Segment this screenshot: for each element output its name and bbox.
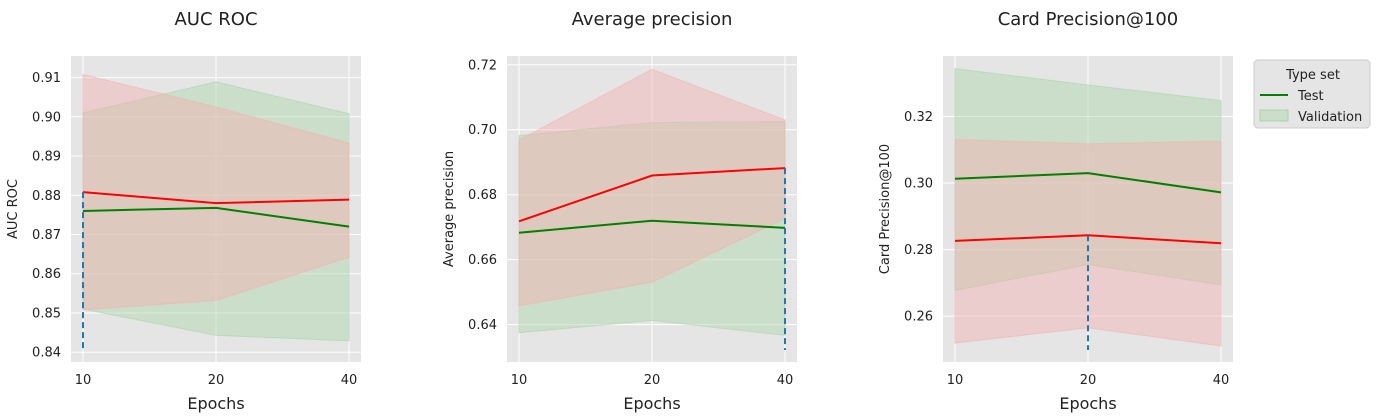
x-tick-label: 20 <box>208 373 225 388</box>
confidence-band-0 <box>518 121 786 336</box>
y-tick-label: 0.70 <box>468 123 497 138</box>
chart-auc-roc: 0.84 0.85 0.86 0.87 0.88 0.89 0.90 0.91 10 20 40 AU… <box>6 9 361 413</box>
x-tick-label: 40 <box>1213 373 1230 388</box>
x-axis-label: Epochs <box>187 394 244 413</box>
y-tick-label: 0.88 <box>32 189 61 204</box>
y-tick-label: 0.30 <box>904 177 933 192</box>
chart-card-precision: 0.26 0.28 0.30 0.32 10 20 40 Card Precision@100… <box>878 9 1233 413</box>
legend-test-label: Test <box>1297 89 1324 104</box>
chart-title: Average precision <box>572 9 733 30</box>
legend-validation-swatch <box>1259 109 1289 122</box>
x-tick-label: 20 <box>644 373 661 388</box>
x-tick-label: 20 <box>1080 373 1097 388</box>
confidence-band-1 <box>82 73 350 311</box>
y-tick-label: 0.68 <box>468 188 497 203</box>
chart-title: Card Precision@100 <box>998 9 1179 30</box>
legend-title: Type set <box>1285 68 1340 83</box>
y-axis-label: AUC ROC <box>6 179 21 239</box>
y-axis-label: Average precision <box>442 151 457 267</box>
y-tick-label: 0.64 <box>468 318 497 333</box>
y-tick-label: 0.28 <box>904 243 933 258</box>
y-tick-label: 0.85 <box>32 306 61 321</box>
y-tick-label: 0.66 <box>468 253 497 268</box>
confidence-band-1 <box>954 138 1222 347</box>
legend: Type set Test Validation <box>1253 59 1371 129</box>
chart-average-precision: 0.64 0.66 0.68 0.70 0.72 10 20 40 Average precis… <box>442 9 797 413</box>
y-tick-label: 0.32 <box>904 110 933 125</box>
x-tick-label: 10 <box>947 373 964 388</box>
legend-box <box>1253 59 1371 129</box>
x-tick-label: 10 <box>75 373 92 388</box>
x-axis-label: Epochs <box>623 394 680 413</box>
chart-title: AUC ROC <box>174 9 257 30</box>
y-tick-label: 0.87 <box>32 228 61 243</box>
x-axis-label: Epochs <box>1059 394 1116 413</box>
y-axis-label: Card Precision@100 <box>878 144 893 274</box>
x-tick-label: 10 <box>511 373 528 388</box>
y-tick-label: 0.26 <box>904 310 933 325</box>
y-tick-label: 0.90 <box>32 110 61 125</box>
x-tick-label: 40 <box>341 373 358 388</box>
x-tick-label: 40 <box>777 373 794 388</box>
y-tick-label: 0.89 <box>32 150 61 165</box>
y-tick-label: 0.84 <box>32 346 61 361</box>
y-tick-label: 0.86 <box>32 267 61 282</box>
y-tick-label: 0.72 <box>468 58 497 73</box>
y-tick-label: 0.91 <box>32 71 61 86</box>
legend-validation-label: Validation <box>1298 110 1362 125</box>
